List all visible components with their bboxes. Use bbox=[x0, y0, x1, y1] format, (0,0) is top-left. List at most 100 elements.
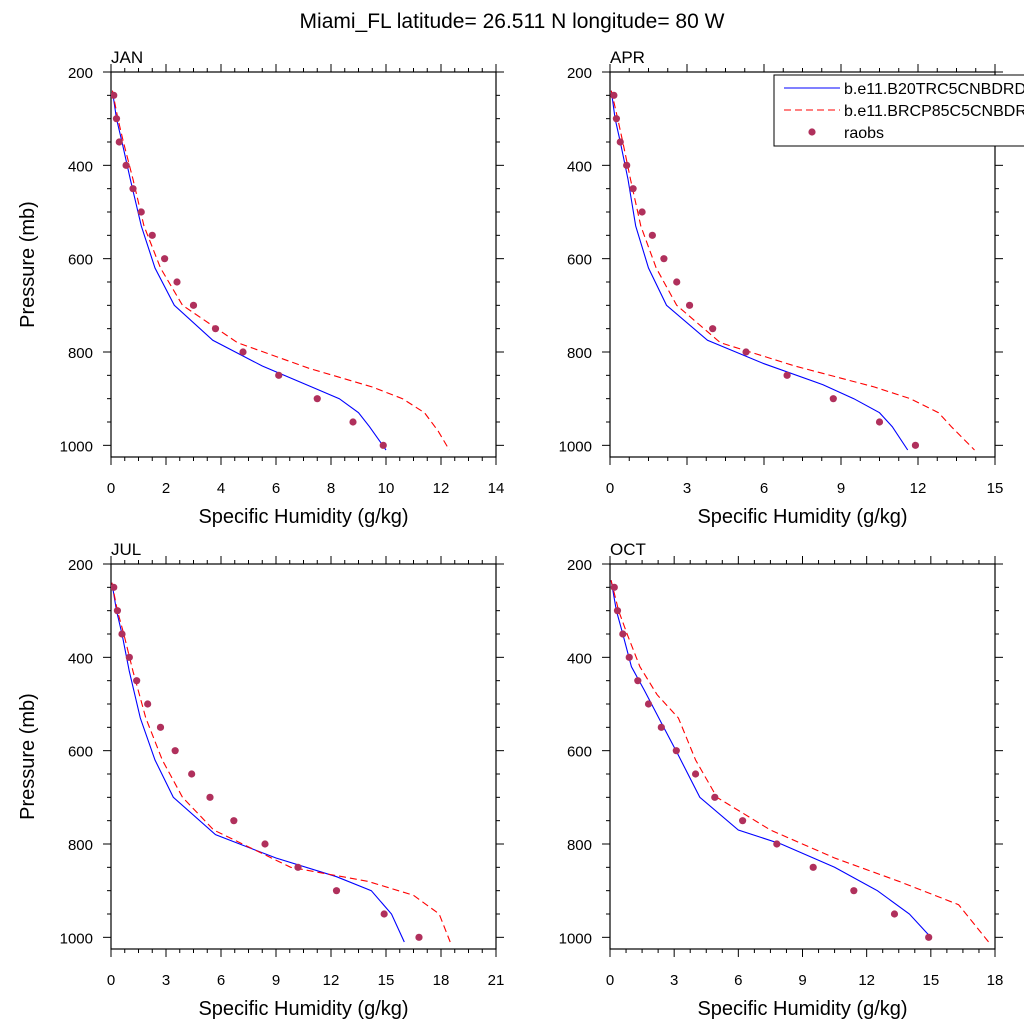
raobs-point bbox=[685, 301, 694, 309]
raobs-point bbox=[275, 371, 283, 379]
x-tick-label: 6 bbox=[217, 972, 225, 989]
raobs-point bbox=[111, 91, 118, 99]
x-tick-label: 0 bbox=[107, 480, 115, 497]
raobs-point bbox=[623, 161, 631, 169]
raobs-point bbox=[613, 607, 622, 615]
raobs-point bbox=[115, 138, 123, 146]
raobs-point bbox=[156, 723, 165, 731]
panel-title: JAN bbox=[111, 48, 143, 67]
plot-area bbox=[610, 90, 975, 451]
x-tick-label: 18 bbox=[433, 972, 450, 989]
raobs-point bbox=[144, 700, 152, 708]
raobs-point bbox=[415, 933, 423, 941]
x-tick-label: 2 bbox=[162, 480, 170, 497]
raobs-point bbox=[294, 863, 302, 871]
x-tick-label: 3 bbox=[162, 972, 170, 989]
y-tick-label: 1000 bbox=[60, 438, 93, 455]
raobs-point bbox=[742, 348, 750, 356]
y-tick-label: 200 bbox=[567, 65, 592, 82]
raobs-point bbox=[911, 441, 920, 449]
x-tick-label: 21 bbox=[488, 972, 505, 989]
x-tick-label: 15 bbox=[987, 480, 1004, 497]
raobs-point bbox=[610, 583, 618, 591]
x-tick-label: 12 bbox=[910, 480, 927, 497]
raobs-point bbox=[188, 770, 196, 778]
raobs-point bbox=[111, 583, 118, 591]
plot-area bbox=[111, 90, 450, 451]
panel-title: APR bbox=[610, 48, 645, 67]
raobs-point bbox=[638, 208, 646, 216]
raobs-point bbox=[648, 231, 656, 239]
x-tick-label: 14 bbox=[488, 480, 505, 497]
rcp85-line bbox=[111, 582, 451, 943]
raobs-point bbox=[672, 747, 680, 755]
raobs-point bbox=[230, 817, 238, 825]
x-tick-label: 6 bbox=[272, 480, 280, 497]
raobs-point bbox=[890, 910, 899, 918]
raobs-point bbox=[211, 325, 220, 333]
raobs-point bbox=[773, 840, 781, 848]
plot-frame bbox=[110, 563, 497, 950]
figure-title: Miami_FL latitude= 26.511 N longitude= 8… bbox=[300, 10, 725, 33]
raobs-point bbox=[925, 933, 933, 941]
raobs-point bbox=[189, 301, 198, 309]
raobs-point bbox=[691, 770, 700, 778]
y-tick-label: 400 bbox=[567, 650, 592, 667]
y-tick-label: 600 bbox=[68, 252, 93, 269]
x-tick-label: 4 bbox=[217, 480, 225, 497]
x-tick-label: 12 bbox=[858, 972, 875, 989]
raobs-point bbox=[660, 255, 668, 263]
panel-title: JUL bbox=[111, 540, 141, 559]
historical-line bbox=[610, 90, 909, 451]
x-tick-label: 12 bbox=[433, 480, 450, 497]
y-tick-label: 1000 bbox=[559, 930, 592, 947]
raobs-point bbox=[129, 185, 137, 193]
raobs-point bbox=[625, 653, 633, 661]
legend-label: b.e11.B20TRC5CNBDRD bbox=[844, 81, 1024, 98]
y-tick-label: 200 bbox=[68, 557, 93, 574]
y-tick-label: 600 bbox=[68, 744, 93, 761]
raobs-point bbox=[118, 630, 126, 638]
x-tick-label: 3 bbox=[670, 972, 678, 989]
x-axis-label: Specific Humidity (g/kg) bbox=[697, 506, 907, 528]
panel-oct: OCT 0 3 6 9 12 15 18 200 400 600 800 1000 Specific Hu… bbox=[559, 540, 1004, 1020]
rcp85-line bbox=[610, 580, 990, 943]
x-tick-label: 10 bbox=[378, 480, 395, 497]
raobs-point bbox=[629, 185, 637, 193]
raobs-point bbox=[112, 115, 121, 123]
raobs-point bbox=[313, 395, 321, 403]
raobs-point bbox=[206, 793, 214, 801]
panel-apr: APR 0 3 6 9 12 15 200 400 600 800 1000 Specific Humi… bbox=[559, 48, 1004, 528]
raobs-point bbox=[619, 630, 627, 638]
x-tick-label: 0 bbox=[606, 480, 614, 497]
x-tick-label: 15 bbox=[378, 972, 395, 989]
x-tick-label: 0 bbox=[107, 972, 115, 989]
x-tick-label: 18 bbox=[987, 972, 1004, 989]
raobs-point bbox=[673, 278, 681, 286]
legend-box bbox=[773, 74, 1024, 147]
raobs-point bbox=[657, 723, 665, 731]
raobs-point bbox=[610, 91, 618, 99]
raobs-point bbox=[239, 348, 247, 356]
raobs-point bbox=[133, 677, 141, 685]
y-tick-label: 400 bbox=[68, 158, 93, 175]
raobs-point bbox=[634, 677, 642, 685]
raobs-point bbox=[122, 161, 130, 169]
plot-area bbox=[111, 582, 451, 943]
y-tick-label: 600 bbox=[567, 744, 592, 761]
raobs-point bbox=[783, 371, 791, 379]
panel-jan: JAN 0 2 4 6 8 10 12 14 200 400 600 800 1000 Specific H… bbox=[17, 48, 504, 528]
rcp85-line bbox=[610, 90, 975, 451]
raobs-point bbox=[709, 325, 717, 333]
x-tick-label: 6 bbox=[734, 972, 742, 989]
raobs-point bbox=[125, 653, 133, 661]
raobs-point bbox=[711, 793, 719, 801]
raobs-point bbox=[612, 115, 621, 123]
x-tick-label: 9 bbox=[272, 972, 280, 989]
raobs-point bbox=[809, 863, 817, 871]
x-axis-label: Specific Humidity (g/kg) bbox=[198, 998, 408, 1020]
raobs-point bbox=[875, 418, 884, 426]
legend-label: raobs bbox=[844, 125, 884, 142]
